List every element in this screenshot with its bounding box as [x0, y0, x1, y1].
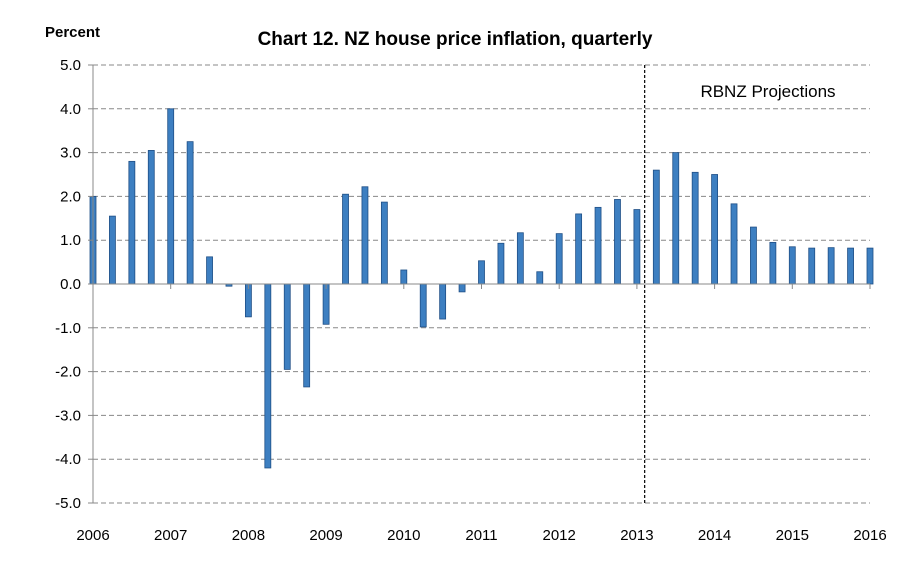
bar: [303, 283, 311, 388]
bar: [827, 247, 835, 285]
x-tick-label: 2010: [387, 527, 420, 544]
bar: [769, 241, 777, 285]
bar: [206, 256, 213, 285]
x-tick-labels: 2006 2007 2008 2009 2010 2011 2012 2013 2014 2015…: [76, 527, 886, 544]
bar: [633, 209, 641, 285]
bar: [730, 203, 738, 285]
x-tick-label: 2011: [465, 527, 497, 544]
bar: [109, 215, 116, 285]
y-tick-label: 4.0: [60, 101, 81, 118]
y-tick-label: 0.0: [60, 276, 81, 293]
y-tick-label: -1.0: [55, 320, 81, 337]
bar: [380, 201, 388, 285]
y-tick-labels: 5.0 4.0 3.0 2.0 1.0 0.0 -1.0 -2.0 -3.0 -4.0 -5.0: [55, 57, 81, 512]
bar: [439, 283, 447, 320]
x-tick-label: 2013: [620, 527, 653, 544]
gridlines: [93, 64, 870, 504]
bar: [750, 226, 757, 285]
x-tick-label: 2012: [543, 527, 576, 544]
y-tick-label: 3.0: [60, 145, 81, 162]
x-tick-label: 2009: [309, 527, 342, 544]
y-tick-label: -3.0: [55, 407, 81, 424]
bar: [147, 150, 155, 285]
bar: [167, 108, 175, 285]
bar: [283, 283, 291, 370]
y-tick-label: -2.0: [55, 364, 81, 381]
x-tick-label: 2016: [853, 527, 886, 544]
x-tick-label: 2008: [232, 527, 265, 544]
bar: [575, 213, 583, 285]
bar: [808, 247, 816, 285]
bar: [788, 246, 796, 285]
bar: [672, 152, 680, 285]
bar: [419, 283, 427, 328]
bar: [458, 283, 466, 293]
x-tick-label: 2015: [776, 527, 809, 544]
bar: [478, 260, 485, 285]
y-tick-label: -5.0: [55, 495, 81, 512]
bar: [594, 206, 602, 285]
y-tick-label: 5.0: [60, 57, 81, 74]
y-tick-label: 2.0: [60, 188, 81, 205]
bar: [264, 283, 272, 469]
bar: [516, 232, 524, 285]
bar: [186, 141, 194, 285]
bar: [652, 169, 660, 285]
bar: [497, 242, 505, 285]
y-tick-label: 1.0: [60, 232, 81, 249]
x-tick-label: 2006: [76, 527, 109, 544]
x-tick-label: 2007: [154, 527, 187, 544]
y-axis-label: Percent: [45, 24, 100, 41]
bar: [400, 269, 408, 285]
bar: [536, 271, 544, 285]
axes: [88, 64, 871, 504]
bar: [342, 193, 349, 285]
x-tick-label: 2014: [698, 527, 731, 544]
bar: [322, 283, 330, 325]
bar: [614, 199, 621, 285]
bar: [128, 160, 136, 285]
projection-label: RBNZ Projections: [700, 82, 835, 101]
bar: [361, 186, 369, 285]
y-tick-label: -4.0: [55, 451, 81, 468]
bar: [555, 233, 563, 285]
bar: [691, 171, 699, 285]
bar: [866, 247, 874, 285]
bar: [711, 174, 718, 285]
chart-title: Chart 12. NZ house price inflation, quar…: [258, 29, 653, 50]
bar: [847, 247, 854, 285]
